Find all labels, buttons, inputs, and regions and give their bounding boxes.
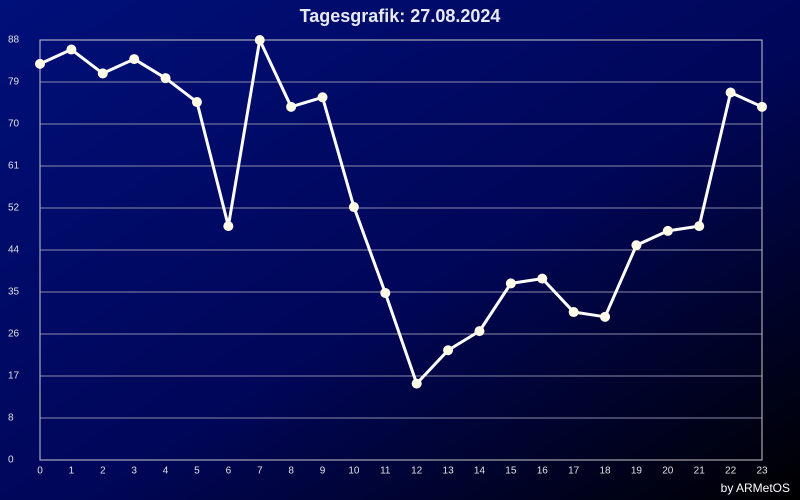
data-point: [380, 287, 391, 298]
x-tick-label: 7: [257, 466, 263, 477]
x-tick-label: 12: [411, 466, 423, 477]
data-point: [97, 68, 108, 79]
x-tick-label: 14: [474, 466, 486, 477]
data-point: [568, 307, 579, 318]
y-tick-label: 79: [8, 77, 20, 88]
data-point: [662, 225, 673, 236]
data-point: [223, 221, 234, 232]
marks: [35, 35, 767, 389]
data-point: [694, 221, 705, 232]
data-point: [537, 273, 548, 284]
y-tick-label: 70: [8, 119, 20, 130]
y-tick-label: 44: [8, 245, 20, 256]
data-point: [600, 311, 611, 322]
chart-title: Tagesgrafik: 27.08.2024: [300, 6, 501, 26]
y-tick-label: 17: [8, 371, 20, 382]
y-tick-label: 61: [8, 161, 20, 172]
data-point: [631, 240, 642, 251]
x-tick-label: 21: [694, 466, 706, 477]
x-tick-label: 19: [631, 466, 643, 477]
x-tick-label: 10: [348, 466, 360, 477]
data-point: [348, 202, 359, 213]
x-tick-label: 9: [320, 466, 326, 477]
data-point: [254, 35, 265, 45]
data-point: [505, 278, 516, 289]
data-point: [286, 101, 297, 112]
x-tick-label: 13: [443, 466, 455, 477]
y-tick-label: 88: [8, 35, 20, 46]
x-tick-label: 5: [194, 466, 200, 477]
data-point: [411, 378, 422, 389]
y-tick-label: 8: [8, 413, 14, 424]
x-tick-label: 2: [100, 466, 106, 477]
y-tick-label: 26: [8, 329, 20, 340]
data-point: [317, 92, 328, 103]
y-tick-label: 0: [8, 455, 14, 466]
x-tick-label: 6: [226, 466, 232, 477]
x-tick-label: 17: [568, 466, 580, 477]
x-tick-label: 15: [505, 466, 517, 477]
data-point: [725, 87, 736, 98]
x-tick-label: 3: [131, 466, 137, 477]
data-point: [443, 345, 454, 356]
series-line: [39, 38, 763, 386]
y-tick-label: 35: [8, 287, 20, 298]
data-point: [757, 101, 767, 112]
y-tick-label: 52: [8, 203, 20, 214]
data-point: [191, 97, 202, 108]
x-tick-label: 1: [69, 466, 75, 477]
data-point: [35, 58, 45, 69]
x-tick-label: 23: [756, 466, 768, 477]
data-point: [160, 73, 171, 84]
plot-border: [39, 39, 763, 461]
x-tick-label: 4: [163, 466, 169, 477]
data-point: [474, 326, 485, 337]
x-tick-label: 8: [288, 466, 294, 477]
x-tick-label: 22: [725, 466, 737, 477]
x-tick-label: 11: [380, 466, 391, 477]
x-tick-label: 16: [537, 466, 549, 477]
x-tick-label: 18: [599, 466, 611, 477]
data-point: [66, 44, 77, 55]
x-tick-label: 0: [37, 466, 43, 477]
footer: by ARMetOS: [721, 481, 790, 495]
x-tick-label: 20: [662, 466, 674, 477]
data-point: [129, 54, 140, 65]
